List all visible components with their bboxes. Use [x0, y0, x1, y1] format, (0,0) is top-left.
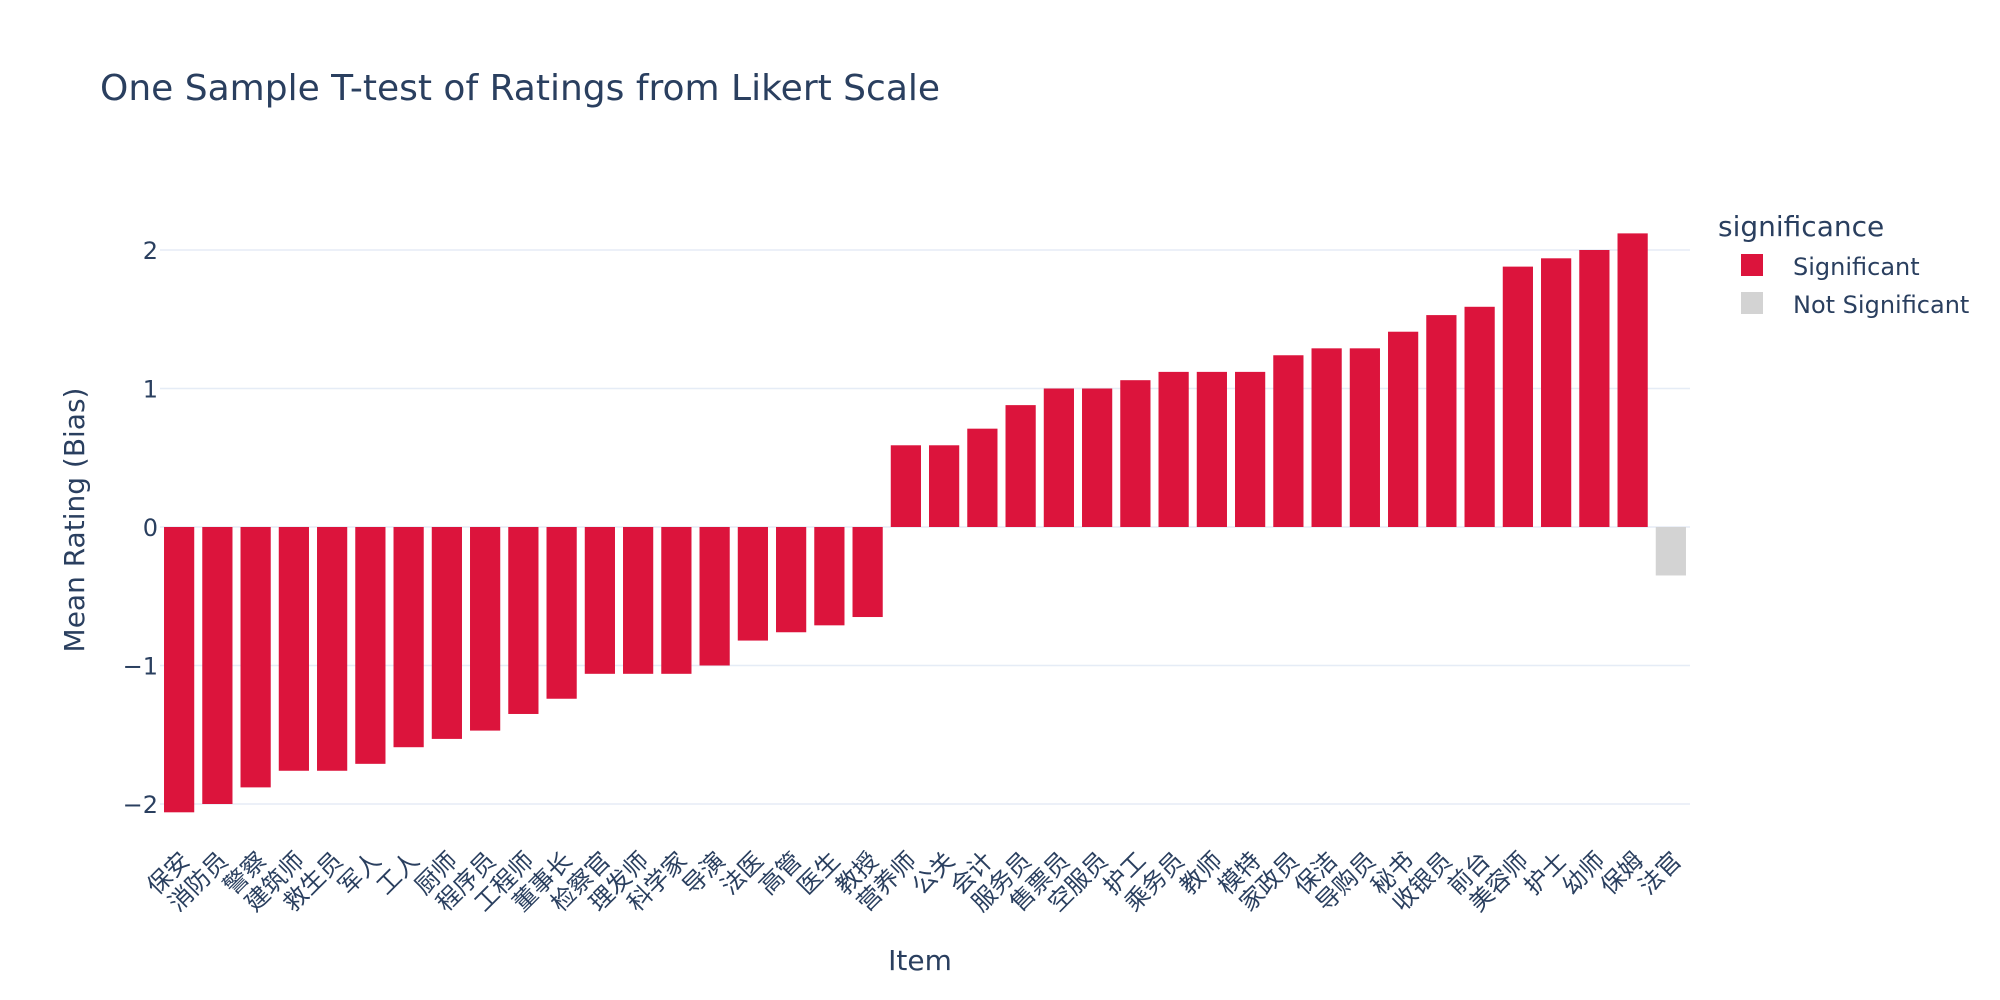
bar-10[interactable]	[508, 527, 539, 714]
bar-8[interactable]	[431, 527, 462, 739]
y-tick-label: 1	[143, 376, 158, 404]
bar-5[interactable]	[317, 527, 348, 771]
bar-32[interactable]	[1349, 348, 1380, 527]
legend-title: significance	[1718, 210, 1884, 243]
x-tick-label: 法官	[1633, 846, 1687, 900]
bar-11[interactable]	[546, 527, 577, 699]
bar-6[interactable]	[355, 527, 386, 764]
bar-36[interactable]	[1502, 266, 1533, 527]
bar-40[interactable]	[1655, 527, 1686, 576]
y-tick-label: 2	[143, 237, 158, 265]
bar-25[interactable]	[1082, 388, 1113, 528]
bar-4[interactable]	[278, 527, 309, 771]
bar-18[interactable]	[814, 527, 845, 626]
bar-9[interactable]	[470, 527, 501, 731]
bar-12[interactable]	[584, 527, 615, 674]
x-axis-ticks: 保安消防员警察建筑师救生员军人工人厨师程序员工程师董事长检察官理发师科学家导演法…	[142, 846, 1687, 917]
bar-2[interactable]	[202, 527, 233, 804]
bar-33[interactable]	[1388, 331, 1419, 527]
bar-24[interactable]	[1043, 388, 1074, 528]
bar-30[interactable]	[1273, 355, 1304, 527]
bar-37[interactable]	[1541, 258, 1572, 527]
bar-7[interactable]	[393, 527, 424, 748]
bar-15[interactable]	[699, 527, 730, 666]
bar-34[interactable]	[1426, 315, 1457, 527]
bar-13[interactable]	[623, 527, 654, 674]
bar-35[interactable]	[1464, 306, 1495, 527]
y-tick-label: −1	[123, 653, 158, 681]
bar-17[interactable]	[776, 527, 807, 633]
gridlines	[160, 249, 1690, 805]
bar-21[interactable]	[929, 445, 960, 527]
bar-14[interactable]	[661, 527, 692, 674]
bar-27[interactable]	[1158, 371, 1189, 527]
legend-swatch-not-significant[interactable]	[1741, 292, 1763, 314]
bar-22[interactable]	[967, 428, 998, 527]
y-axis-ticks: −2 −1 0 1 2	[123, 237, 158, 819]
bar-16[interactable]	[737, 527, 768, 641]
bar-28[interactable]	[1196, 371, 1227, 527]
bar-29[interactable]	[1235, 371, 1266, 527]
bar-3[interactable]	[240, 527, 271, 788]
y-tick-label: −2	[123, 791, 158, 819]
bar-26[interactable]	[1120, 380, 1151, 527]
legend-label-not-significant[interactable]: Not Significant	[1793, 291, 1969, 319]
bar-31[interactable]	[1311, 348, 1342, 527]
chart-title: One Sample T-test of Ratings from Likert…	[100, 68, 940, 109]
y-axis-title: Mean Rating (Bias)	[58, 388, 91, 653]
bar-23[interactable]	[1005, 405, 1036, 527]
legend: significance Significant Not Significant	[1718, 210, 1969, 319]
bars	[164, 233, 1686, 813]
y-tick-label: 0	[143, 514, 158, 542]
bar-20[interactable]	[890, 445, 921, 527]
bar-38[interactable]	[1579, 250, 1610, 527]
bar-19[interactable]	[852, 527, 883, 618]
bar-39[interactable]	[1617, 233, 1648, 527]
legend-swatch-significant[interactable]	[1741, 254, 1763, 276]
x-axis-title: Item	[888, 944, 952, 977]
bar-1[interactable]	[164, 527, 195, 813]
legend-label-significant[interactable]: Significant	[1793, 253, 1920, 281]
